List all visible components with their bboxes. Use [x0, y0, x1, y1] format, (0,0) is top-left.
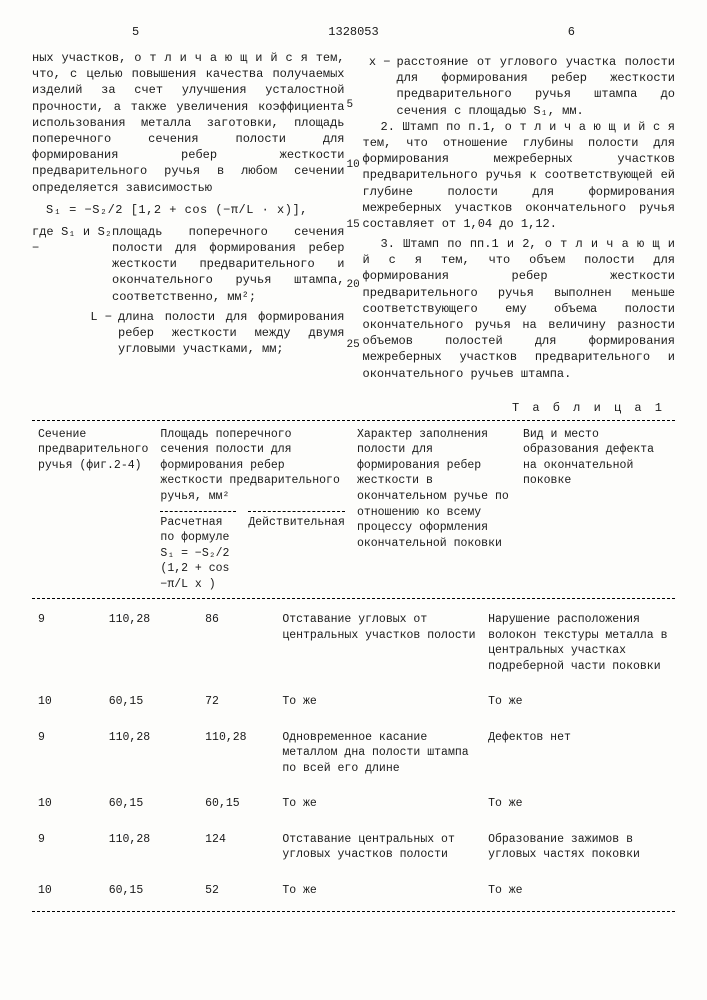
claim3-text: 3. Штамп по пп.1 и 2, о т л и ч а ю щ и …	[363, 236, 676, 382]
table-cell: 60,15	[199, 786, 276, 822]
table-header-row: Сечение предварительного ручья (фиг.2-4)…	[32, 424, 675, 508]
table-cell: То же	[276, 873, 482, 909]
table-cell: Образование зажимов в угловых частях пок…	[482, 822, 675, 873]
col2a-formula: S₁ = −S₂/2 (1,2 + cos −π/L x )	[160, 547, 229, 591]
col4-header: Вид и место образования дефекта на оконч…	[517, 424, 675, 595]
where-s-label: где S₁ и S₂ −	[32, 224, 112, 305]
table-rule-top	[32, 420, 675, 421]
table-cell: 110,28	[199, 720, 276, 787]
table-cell: Дефектов нет	[482, 720, 675, 787]
document-number: 1328053	[328, 24, 378, 40]
right-column: 5 10 15 20 25 x − расстояние от углового…	[363, 50, 676, 386]
where-x-label: x −	[363, 54, 397, 119]
table-cell: 60,15	[103, 873, 199, 909]
table-cell: 124	[199, 822, 276, 873]
line-marker: 5	[347, 98, 354, 113]
where-s-block: где S₁ и S₂ − площадь поперечного сечени…	[32, 224, 345, 305]
left-column: ных участков, о т л и ч а ю щ и й с я те…	[32, 50, 345, 386]
table-cell: 86	[199, 602, 276, 684]
table-rule-bottom	[32, 911, 675, 912]
table-cell: То же	[276, 684, 482, 720]
where-l-block: L − длина полости для формирования ребер…	[32, 309, 345, 358]
line-marker: 20	[347, 278, 360, 293]
text-columns: ных участков, о т л и ч а ю щ и й с я те…	[32, 50, 675, 386]
table-cell: 110,28	[103, 602, 199, 684]
where-l-text: длина полости для формирования ребер жес…	[118, 309, 345, 358]
table-cell: То же	[482, 873, 675, 909]
table-row: 9110,2886Отставание угловых от центральн…	[32, 602, 675, 684]
table-cell: 10	[32, 873, 103, 909]
table-cell: 52	[199, 873, 276, 909]
table-cell: То же	[276, 786, 482, 822]
table-row: 9110,28110,28Одновременное касание метал…	[32, 720, 675, 787]
table-caption: Т а б л и ц а 1	[32, 400, 665, 416]
table-cell: То же	[482, 684, 675, 720]
data-table-body: 9110,2886Отставание угловых от центральн…	[32, 602, 675, 908]
claim1-text: ных участков, о т л и ч а ю щ и й с я те…	[32, 50, 345, 196]
claim2-text: 2. Штамп по п.1, о т л и ч а ю щ и й с я…	[363, 119, 676, 232]
line-marker: 25	[347, 338, 360, 353]
table-cell: Одновременное касание металлом дна полос…	[276, 720, 482, 787]
table-cell: Отставание угловых от центральных участк…	[276, 602, 482, 684]
table-cell: Нарушение расположения волокон текстуры …	[482, 602, 675, 684]
table-cell: Отставание центральных от угловых участк…	[276, 822, 482, 873]
table-row: 9110,28124Отставание центральных от угло…	[32, 822, 675, 873]
table-cell: 9	[32, 720, 103, 787]
table-cell: 110,28	[103, 720, 199, 787]
table-cell: 72	[199, 684, 276, 720]
table-cell: 60,15	[103, 786, 199, 822]
where-s-text: площадь поперечного сечения полости для …	[112, 224, 345, 305]
table-cell: 110,28	[103, 822, 199, 873]
table-cell: 10	[32, 684, 103, 720]
line-marker: 15	[347, 218, 360, 233]
formula-s1: S₁ = −S₂/2 [1,2 + cos (−π/L · x)],	[46, 202, 345, 218]
table-rule-mid	[32, 598, 675, 599]
col2-header: Площадь поперечного сечения полости для …	[154, 424, 351, 508]
where-l-label: L −	[32, 309, 118, 358]
col1-header: Сечение предварительного ручья (фиг.2-4)	[32, 424, 154, 595]
table-cell: 10	[32, 786, 103, 822]
col3-header: Характер заполнения полости для формиров…	[351, 424, 517, 595]
table-row: 1060,1572То жеТо же	[32, 684, 675, 720]
where-x-text: расстояние от углового участка полости д…	[397, 54, 676, 119]
page-number-right: 6	[568, 24, 575, 40]
data-table: Сечение предварительного ручья (фиг.2-4)…	[32, 424, 675, 595]
col2a-header: Расчетная по формуле S₁ = −S₂/2 (1,2 + c…	[154, 508, 242, 596]
col2a-label: Расчетная по формуле	[160, 516, 229, 545]
table-row: 1060,1552То жеТо же	[32, 873, 675, 909]
table-row: 1060,1560,15То жеТо же	[32, 786, 675, 822]
table-cell: 60,15	[103, 684, 199, 720]
table-cell: 9	[32, 602, 103, 684]
table-cell: То же	[482, 786, 675, 822]
table-cell: 9	[32, 822, 103, 873]
page-number-left: 5	[132, 24, 139, 40]
col2b-header: Действительная	[242, 508, 351, 596]
where-x-block: x − расстояние от углового участка полос…	[363, 54, 676, 119]
line-marker: 10	[347, 158, 360, 173]
page-header: 5 1328053 6	[32, 24, 675, 42]
